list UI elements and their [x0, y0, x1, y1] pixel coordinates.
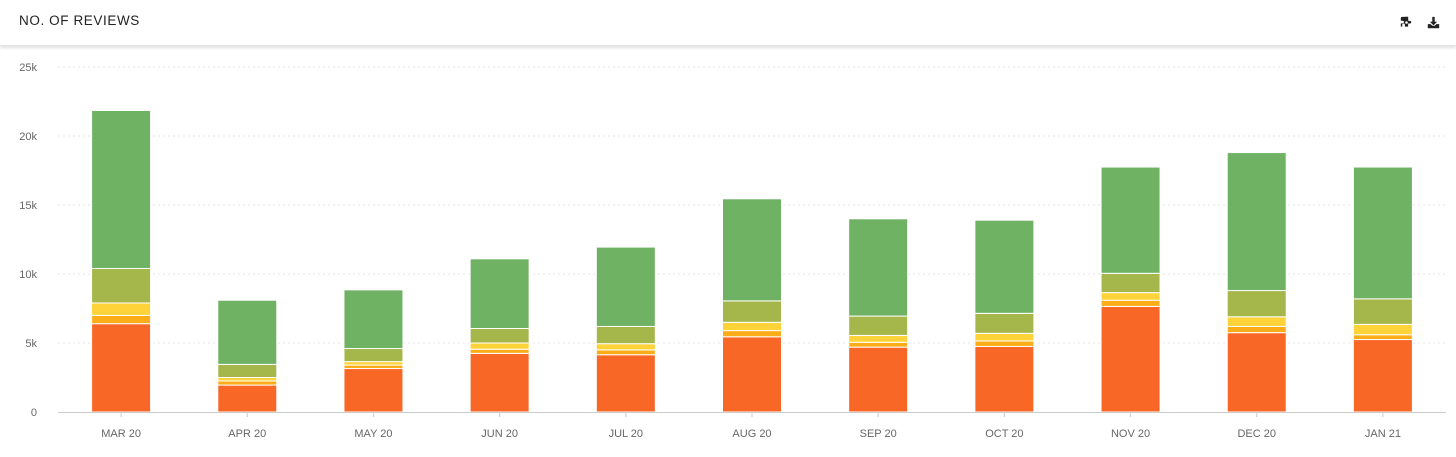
bar-segment[interactable] — [1100, 305, 1161, 413]
bar-segment[interactable] — [1226, 332, 1287, 413]
bar-segment[interactable] — [595, 343, 656, 351]
x-tick-label: AUG 20 — [732, 428, 771, 440]
bar-segment[interactable] — [1100, 272, 1161, 294]
bar-segment[interactable] — [469, 352, 530, 413]
bar-segment[interactable] — [974, 312, 1035, 334]
x-tick-label: MAR 20 — [101, 428, 141, 440]
y-tick-label: 20k — [19, 131, 37, 143]
bar-segment[interactable] — [848, 341, 909, 348]
y-tick-label: 5k — [25, 338, 37, 350]
bar-segment[interactable] — [1100, 299, 1161, 307]
bar-segment[interactable] — [469, 328, 530, 344]
bar-segment[interactable] — [217, 384, 278, 413]
bar-segment[interactable] — [722, 330, 782, 338]
x-tick-label: MAY 20 — [354, 428, 392, 440]
x-tick-label: SEP 20 — [860, 428, 897, 440]
bar-segment[interactable] — [595, 325, 656, 345]
x-tick-label: JUL 20 — [609, 428, 643, 440]
x-tick-label: OCT 20 — [985, 428, 1023, 440]
puzzle-settings-icon[interactable] — [1398, 14, 1414, 30]
bar-segment[interactable] — [595, 354, 656, 413]
bar-segment[interactable] — [722, 198, 782, 302]
bar-segment[interactable] — [722, 336, 782, 413]
bar-segment[interactable] — [469, 348, 530, 354]
bar-segment[interactable] — [1226, 290, 1287, 318]
bar-segment[interactable] — [91, 109, 152, 269]
bar-segment[interactable] — [343, 289, 404, 350]
bar-segment[interactable] — [1352, 166, 1413, 300]
bar-segment[interactable] — [1100, 166, 1161, 274]
x-tick-label: JAN 21 — [1365, 428, 1401, 440]
bar-segment[interactable] — [595, 349, 656, 356]
bar-segment[interactable] — [974, 219, 1035, 314]
x-tick-label: JUN 20 — [481, 428, 518, 440]
bar-segment[interactable] — [1226, 316, 1287, 327]
y-tick-label: 15k — [19, 200, 37, 212]
x-tick-label: DEC 20 — [1237, 428, 1276, 440]
bar-segment[interactable] — [848, 218, 909, 317]
bar-segment[interactable] — [974, 332, 1035, 342]
bar-segment[interactable] — [848, 315, 909, 336]
bar-segment[interactable] — [1226, 152, 1287, 292]
y-tick-label: 0 — [31, 407, 37, 419]
bar-segment[interactable] — [217, 377, 278, 382]
chart-header: NO. OF REVIEWS — [0, 0, 1456, 46]
bar-segment[interactable] — [1352, 334, 1413, 341]
bar-segment[interactable] — [91, 267, 152, 304]
bar-segment[interactable] — [722, 300, 782, 323]
chart-title: NO. OF REVIEWS — [19, 13, 140, 28]
y-tick-label: 10k — [19, 269, 37, 281]
bar-segment[interactable] — [91, 302, 152, 316]
bar-segment[interactable] — [217, 380, 278, 386]
stacked-bar-chart: 0 5k 10k 15k 20k 25k MAR 20 APR 20 MAY 20 JUN 20 J… — [19, 62, 1446, 440]
bar-segment[interactable] — [343, 348, 404, 363]
download-icon[interactable] — [1425, 14, 1441, 30]
bar-segment[interactable] — [91, 323, 152, 413]
bar-segment[interactable] — [1352, 339, 1413, 413]
bar-segment[interactable] — [469, 258, 530, 330]
bar-segment[interactable] — [343, 364, 404, 370]
y-tick-label: 25k — [19, 62, 37, 74]
bar-segment[interactable] — [469, 342, 530, 350]
bar-segment[interactable] — [91, 314, 152, 325]
bar-segment[interactable] — [595, 246, 656, 327]
bar-segment[interactable] — [343, 368, 404, 413]
bar-segment[interactable] — [1352, 298, 1413, 325]
bar-segment[interactable] — [217, 363, 278, 379]
bar-segment[interactable] — [848, 334, 909, 343]
bar-segment[interactable] — [848, 346, 909, 413]
bar-segment[interactable] — [974, 345, 1035, 413]
bar-segment[interactable] — [722, 321, 782, 332]
x-tick-label: NOV 20 — [1111, 428, 1150, 440]
bar-segment[interactable] — [974, 340, 1035, 347]
bar-segment[interactable] — [1352, 323, 1413, 336]
bar-segment[interactable] — [343, 361, 404, 366]
x-tick-label: APR 20 — [228, 428, 266, 440]
bar-segment[interactable] — [1100, 292, 1161, 301]
bar-segment[interactable] — [1226, 325, 1287, 334]
bar-segment[interactable] — [217, 299, 278, 365]
